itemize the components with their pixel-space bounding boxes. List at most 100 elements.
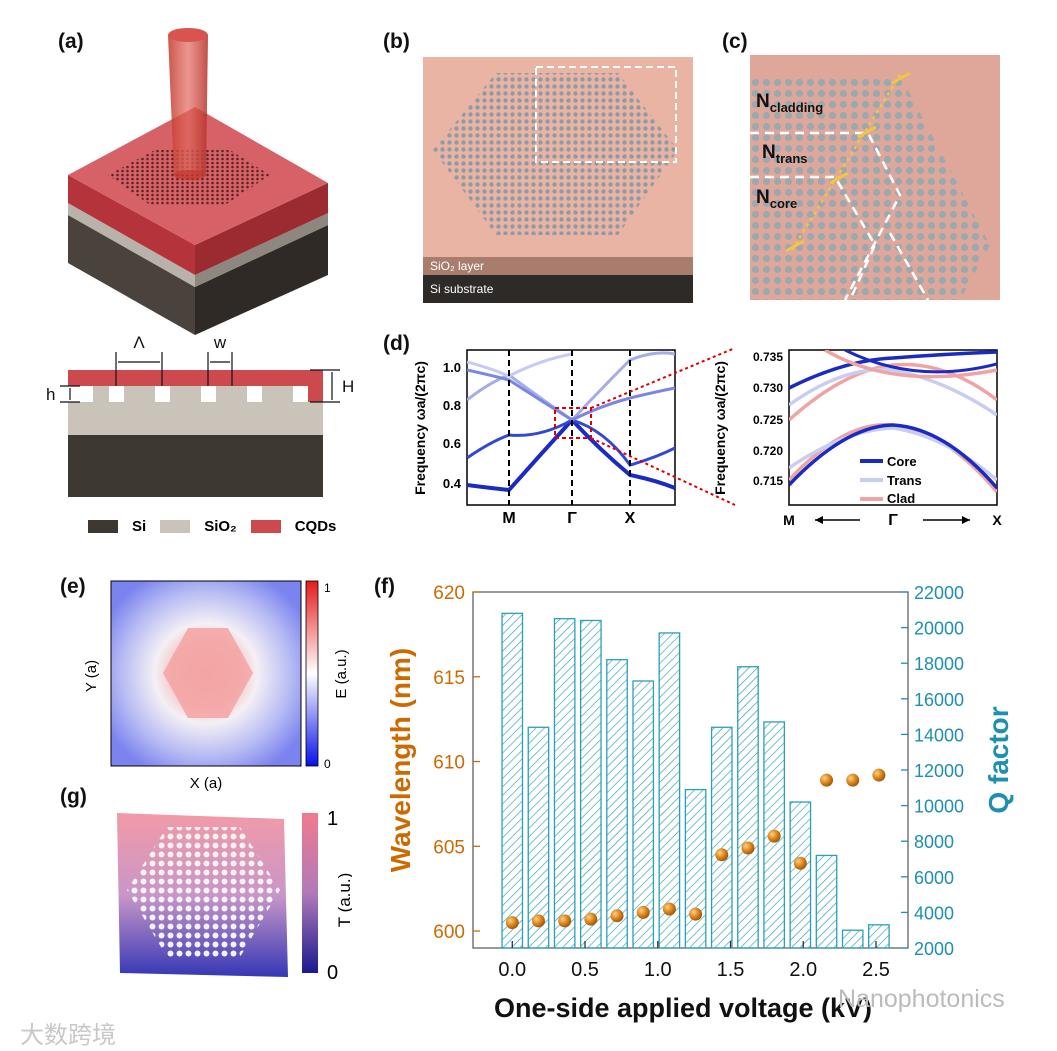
q-factor-bar <box>501 612 524 949</box>
q-factor-bar <box>527 726 550 949</box>
panel-label-g: (g) <box>60 785 87 808</box>
ytick-left-1: 0.6 <box>443 436 461 451</box>
field-map-e: X (a) Y (a) 1 0 E (a.u.) <box>83 580 350 792</box>
ytick-left-label: 615 <box>433 668 465 689</box>
watermark-left: 大数跨境 <box>20 1022 116 1049</box>
legend-clad: Clad <box>887 491 915 506</box>
ytick-right-label: 12000 <box>914 761 964 781</box>
xtick-right-gamma: Γ <box>888 512 898 529</box>
wavelength-point <box>636 905 650 919</box>
xtick-label: 2.5 <box>862 959 890 981</box>
si-layer <box>68 435 323 497</box>
ytick-left-label: 600 <box>433 922 465 943</box>
n-trans-label: N <box>762 142 776 163</box>
n-core-label: N <box>756 187 770 208</box>
xtick-right-x: X <box>992 512 1002 528</box>
transmission-map-g: 1 0 T (a.u.) <box>117 808 352 984</box>
ytick-right-label: 10000 <box>914 797 964 817</box>
wavelength-point <box>741 841 755 855</box>
n-core-sub: core <box>770 196 797 211</box>
panel-label-a: (a) <box>58 30 84 53</box>
legend-swatch-si <box>88 520 118 533</box>
ylabel-left: Frequency ωa/(2πc) <box>412 361 428 495</box>
panel-label-e: (e) <box>60 575 86 598</box>
si-substrate-label: Si substrate <box>430 282 494 296</box>
transmission-colorbar <box>302 813 318 973</box>
wavelength-point <box>767 829 781 843</box>
q-factor-bar <box>606 658 628 949</box>
xtick-right-m: M <box>783 512 795 528</box>
ytick-right-label: 4000 <box>914 903 954 923</box>
ytick-right-label: 6000 <box>914 868 954 888</box>
q-factor-bar <box>553 618 576 949</box>
field-cbar-max: 1 <box>324 581 331 595</box>
sio2-layer <box>68 402 323 435</box>
ytick-right-label: 2000 <box>914 939 954 959</box>
q-factor-bar <box>815 854 838 949</box>
panel-label-f: (f) <box>374 575 395 598</box>
field-cbar-label: E (a.u.) <box>333 649 350 698</box>
q-factor-bar <box>658 632 681 949</box>
device-3d-illustration <box>68 28 328 335</box>
voltage-chart: 600 605 610 615 620 2000 4000 6000 8000 10000 1200… <box>385 583 1014 1023</box>
ytick-right-label: 18000 <box>914 654 964 674</box>
wavelength-point <box>689 907 703 921</box>
xtick-left-m: M <box>502 510 515 527</box>
xtick-left-x: X <box>625 510 636 527</box>
ytick-right-2: 0.725 <box>753 413 783 427</box>
svg-text:Ncladding: Ncladding <box>756 91 823 115</box>
cross-section-diagram: Λ w h H <box>46 333 354 497</box>
ytick-right-label: 20000 <box>914 619 964 639</box>
q-factor-bar <box>632 680 655 949</box>
panel-label-d: (d) <box>383 332 410 355</box>
field-xlabel: X (a) <box>190 775 223 792</box>
wavelength-point <box>531 914 545 928</box>
wavelength-point <box>846 773 860 787</box>
sio2-layer-label: SiO₂ layer <box>430 259 484 273</box>
q-factor-bar <box>789 801 812 949</box>
si-block-left <box>68 215 195 335</box>
chart-ylabel-left: Wavelength (nm) <box>385 648 416 873</box>
ytick-left-2: 0.8 <box>443 398 461 413</box>
h-label: h <box>46 385 55 404</box>
wavelength-points <box>505 768 886 930</box>
ytick-left-label: 620 <box>433 583 465 604</box>
n-trans-sub: trans <box>776 151 808 166</box>
chart-ylabel-right: Q factor <box>983 706 1014 813</box>
legend-sio2: SiO₂ <box>204 518 237 535</box>
transmission-cbar-min: 0 <box>327 962 338 984</box>
ytick-right-label: 14000 <box>914 725 964 745</box>
wavelength-point <box>505 916 519 930</box>
watermark-right: Nanophotonics <box>838 985 1005 1013</box>
panel-label-c: (c) <box>722 30 748 53</box>
svg-text:Ntrans: Ntrans <box>762 142 808 166</box>
ylabel-right: Frequency ωa/(2πc) <box>712 361 728 495</box>
wavelength-point <box>558 914 572 928</box>
n-cladding-sub: cladding <box>770 100 824 115</box>
chart-xlabel: One-side applied voltage (kV) <box>494 993 872 1023</box>
legend-swatch-sio2 <box>160 520 191 533</box>
panel-label-b: (b) <box>383 30 410 53</box>
wavelength-point <box>793 856 807 870</box>
band-legend: Core Trans Clad <box>860 454 922 506</box>
xtick-left-gamma: Γ <box>567 510 577 527</box>
legend-trans: Trans <box>887 473 922 488</box>
legend-si: Si <box>132 518 147 535</box>
zoom-render-c: Ncladding Ntrans Ncore <box>750 55 1000 300</box>
wavelength-point <box>715 848 729 862</box>
laser-beam <box>168 35 208 175</box>
ytick-right-label: 22000 <box>914 583 964 603</box>
ytick-left-label: 610 <box>433 753 465 774</box>
ytick-right-label: 16000 <box>914 690 964 710</box>
ytick-right-label: 8000 <box>914 832 954 852</box>
legend-cqds: CQDs <box>294 518 337 535</box>
wavelength-point <box>662 902 676 916</box>
q-factor-bar <box>579 619 602 949</box>
q-factor-bar <box>841 929 864 949</box>
ytick-left-label: 605 <box>433 837 465 858</box>
q-factor-bar <box>710 726 733 949</box>
svg-text:Ncore: Ncore <box>756 187 797 211</box>
H-label: H <box>342 377 354 396</box>
n-cladding-label: N <box>756 91 770 112</box>
field-cbar-min: 0 <box>324 757 331 771</box>
